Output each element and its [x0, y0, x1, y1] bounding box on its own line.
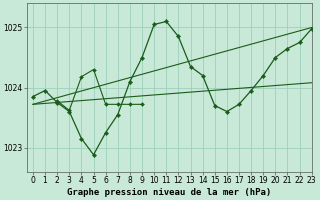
X-axis label: Graphe pression niveau de la mer (hPa): Graphe pression niveau de la mer (hPa): [67, 188, 271, 197]
